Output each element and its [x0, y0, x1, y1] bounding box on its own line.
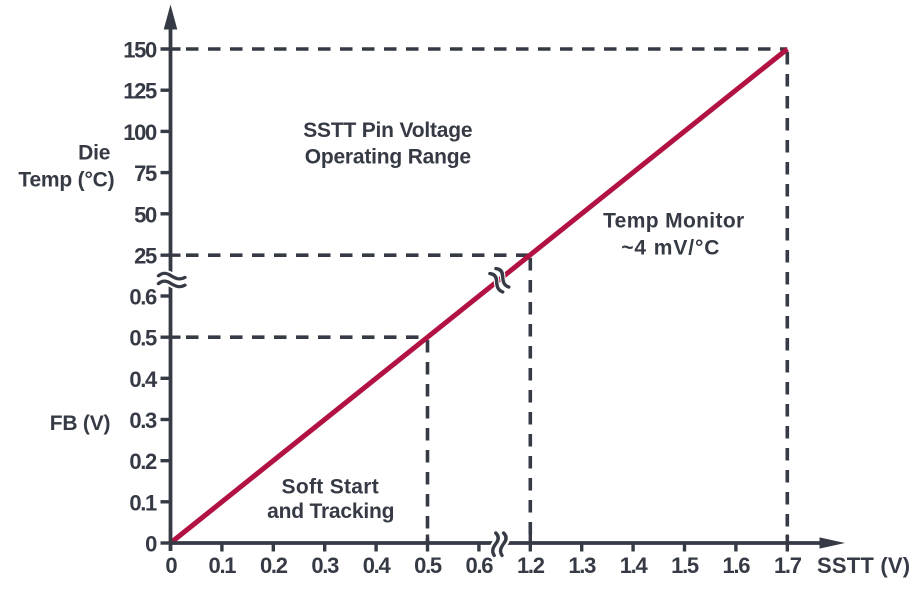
svg-text:0.2: 0.2: [260, 553, 288, 578]
svg-text:SSTT (V): SSTT (V): [817, 553, 910, 578]
svg-text:~4 mV/°C: ~4 mV/°C: [621, 236, 720, 259]
svg-text:75: 75: [134, 161, 157, 186]
svg-text:100: 100: [123, 120, 157, 145]
svg-text:50: 50: [134, 202, 157, 227]
svg-text:125: 125: [123, 79, 157, 104]
svg-text:0: 0: [165, 553, 177, 578]
svg-text:and Tracking: and Tracking: [267, 500, 394, 523]
svg-text:Operating Range: Operating Range: [305, 146, 471, 169]
svg-text:0.5: 0.5: [414, 553, 442, 578]
svg-text:Temp Monitor: Temp Monitor: [603, 210, 744, 233]
svg-text:0.6: 0.6: [466, 553, 494, 578]
svg-text:0.6: 0.6: [129, 285, 157, 310]
svg-text:1.2: 1.2: [517, 553, 545, 578]
svg-text:FB (V): FB (V): [50, 412, 111, 435]
svg-text:0.4: 0.4: [129, 367, 158, 392]
svg-text:25: 25: [134, 244, 157, 269]
svg-text:1.5: 1.5: [671, 553, 699, 578]
svg-text:Die: Die: [78, 142, 110, 165]
svg-text:0.5: 0.5: [129, 326, 157, 351]
svg-text:1.4: 1.4: [620, 553, 649, 578]
svg-text:0: 0: [145, 532, 157, 557]
svg-text:0.1: 0.1: [129, 490, 157, 515]
svg-text:Soft Start: Soft Start: [282, 476, 380, 499]
svg-text:Temp (°C): Temp (°C): [18, 169, 114, 192]
svg-text:0.1: 0.1: [209, 553, 237, 578]
svg-text:1.3: 1.3: [568, 553, 596, 578]
svg-text:0.3: 0.3: [129, 408, 157, 433]
svg-text:SSTT Pin Voltage: SSTT Pin Voltage: [303, 119, 472, 142]
svg-text:0.2: 0.2: [129, 449, 157, 474]
svg-text:1.7: 1.7: [774, 553, 802, 578]
svg-text:1.6: 1.6: [723, 553, 751, 578]
svg-text:0.4: 0.4: [363, 553, 392, 578]
svg-text:0.3: 0.3: [311, 553, 339, 578]
svg-text:150: 150: [123, 38, 157, 63]
